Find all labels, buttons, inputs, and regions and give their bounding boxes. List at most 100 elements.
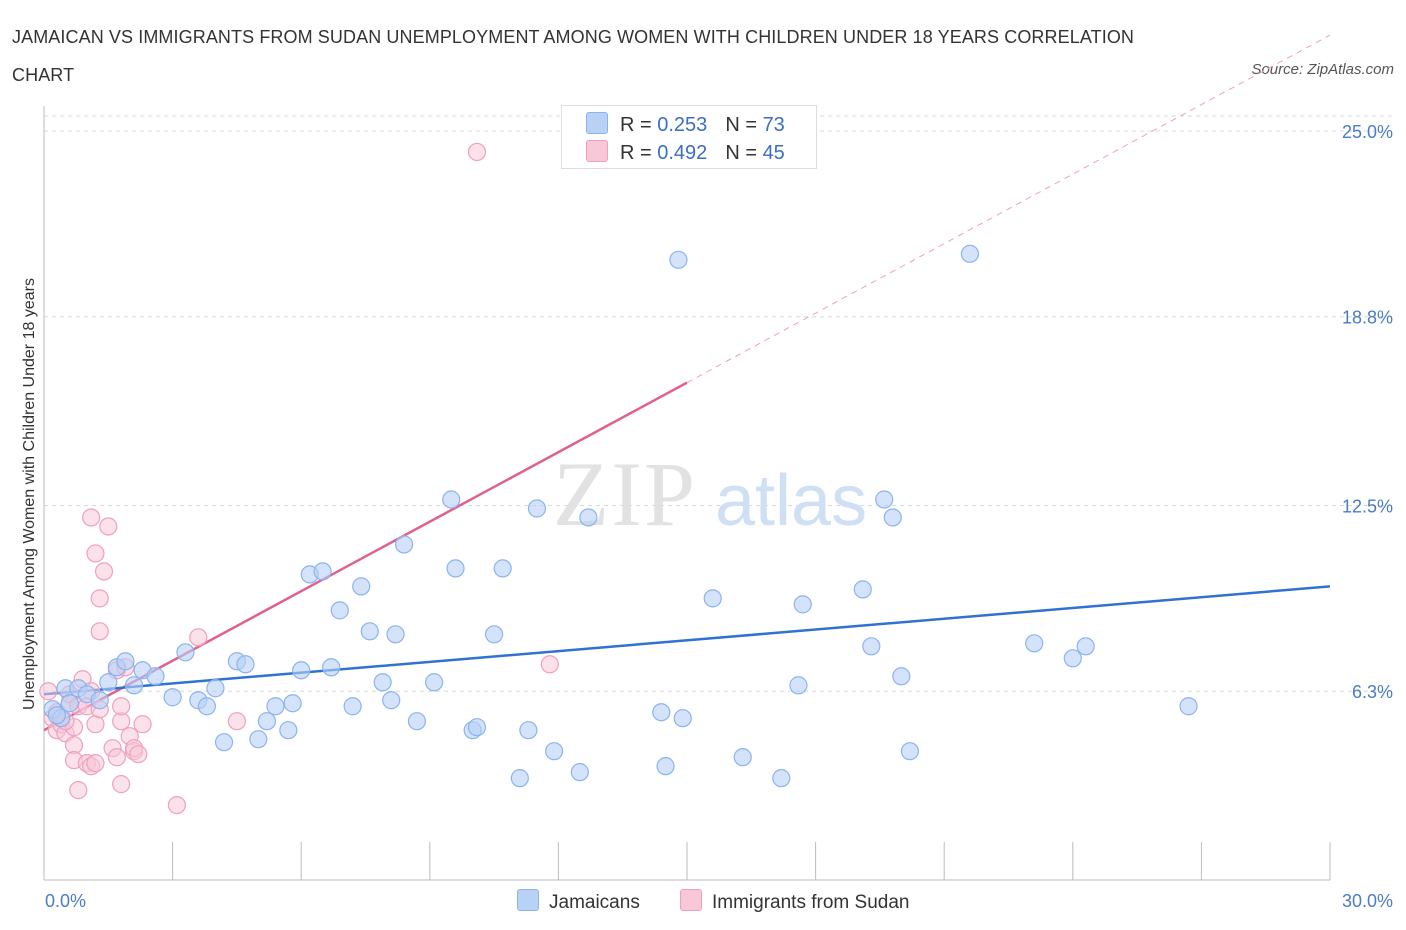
legend-n-value: 45 <box>762 142 785 164</box>
point-jamaicans <box>279 721 298 740</box>
point-sudan <box>99 517 118 536</box>
point-jamaicans <box>669 250 688 269</box>
point-sudan <box>540 655 559 674</box>
point-jamaicans <box>467 718 487 737</box>
y-tick-label: 25.0% <box>1342 122 1393 142</box>
point-sudan <box>86 754 105 773</box>
point-jamaicans <box>197 697 216 716</box>
point-jamaicans <box>236 655 255 674</box>
point-jamaicans <box>330 601 349 620</box>
y-tick-labels: 6.3% 12.5% 18.8% 25.0% <box>1342 122 1393 702</box>
point-jamaicans <box>292 661 311 680</box>
point-jamaicans <box>446 559 465 578</box>
point-sudan <box>86 715 105 734</box>
point-sudan <box>227 712 246 731</box>
point-jamaicans <box>99 673 118 692</box>
point-jamaicans <box>900 742 920 761</box>
legend-label-jamaicans: Jamaicans <box>549 892 640 913</box>
point-sudan <box>129 745 148 764</box>
legend-label-sudan: Immigrants from Sudan <box>712 892 910 913</box>
point-jamaicans <box>789 676 808 695</box>
point-jamaicans <box>394 535 414 554</box>
point-jamaicans <box>249 730 268 749</box>
point-sudan <box>189 628 208 647</box>
point-jamaicans <box>90 691 109 710</box>
point-jamaicans <box>772 769 791 788</box>
point-sudan <box>90 622 109 641</box>
x-tick-label: 30.0% <box>1342 891 1393 911</box>
y-tick-label: 6.3% <box>1352 682 1393 702</box>
source-label: Source: ZipAtlas.com <box>1251 61 1394 78</box>
point-jamaicans <box>266 697 285 716</box>
point-sudan <box>107 748 126 767</box>
point-sudan <box>82 508 101 527</box>
point-jamaicans <box>1025 634 1044 653</box>
point-sudan <box>86 544 105 563</box>
point-jamaicans <box>360 622 379 641</box>
point-sudan <box>39 682 58 701</box>
legend-n-value: 73 <box>762 114 785 136</box>
legend-r-label: R = <box>620 142 652 164</box>
x-tick-labels: 0.0% 30.0% <box>45 891 1393 911</box>
point-jamaicans <box>485 625 504 644</box>
point-jamaicans <box>510 769 529 788</box>
point-jamaicans <box>214 733 234 752</box>
point-jamaicans <box>407 712 427 731</box>
legend-swatch-pink <box>680 889 702 911</box>
point-sudan <box>112 775 131 794</box>
watermark-atlas: atlas <box>715 461 867 541</box>
point-jamaicans <box>1076 637 1095 656</box>
point-jamaicans <box>960 244 980 263</box>
point-jamaicans <box>206 679 225 698</box>
point-jamaicans <box>313 562 332 581</box>
trend-line-sudan-extension <box>686 34 1331 384</box>
watermark-zip: ZIP <box>553 443 697 545</box>
legend-r-value: 0.253 <box>657 114 708 136</box>
point-jamaicans <box>163 688 182 707</box>
point-jamaicans <box>47 706 66 725</box>
point-jamaicans <box>493 559 512 578</box>
point-jamaicans <box>673 709 692 728</box>
legend-swatch-blue <box>517 889 539 911</box>
chart-title: JAMAICAN VS IMMIGRANTS FROM SUDAN UNEMPL… <box>12 27 1135 85</box>
point-jamaicans <box>579 508 598 527</box>
point-jamaicans <box>545 742 564 761</box>
point-sudan <box>167 795 186 815</box>
point-jamaicans <box>60 694 79 713</box>
legend-item-sudan: Immigrants from Sudan <box>680 889 909 914</box>
point-jamaicans <box>257 712 277 731</box>
legend-n-label: N = <box>725 114 757 136</box>
point-jamaicans <box>892 667 911 686</box>
point-jamaicans <box>442 490 461 509</box>
point-jamaicans <box>1063 649 1082 668</box>
axes <box>43 106 1331 881</box>
legend-n-label: N = <box>725 142 757 164</box>
legend-row-jamaicans: R = 0.253 N = 73 <box>586 112 785 136</box>
point-jamaicans <box>283 694 302 713</box>
y-tick-label: 18.8% <box>1342 308 1393 328</box>
legend-item-jamaicans: Jamaicans <box>517 889 640 914</box>
legend-swatch-pink <box>586 140 608 162</box>
point-jamaicans <box>652 703 671 722</box>
x-tick-label: 0.0% <box>45 891 86 911</box>
point-jamaicans <box>386 625 405 644</box>
point-sudan <box>133 715 152 734</box>
legend-series: Jamaicans Immigrants from Sudan <box>0 889 1406 915</box>
point-jamaicans <box>124 676 144 695</box>
point-jamaicans <box>382 691 401 710</box>
legend-row-sudan: R = 0.492 N = 45 <box>586 140 785 164</box>
point-sudan <box>112 697 131 716</box>
legend-stats: R = 0.253 N = 73 R = 0.492 N = 45 <box>561 105 817 169</box>
point-jamaicans <box>875 490 894 509</box>
point-sudan <box>90 589 109 608</box>
point-sudan <box>467 142 487 162</box>
point-jamaicans <box>519 721 538 740</box>
legend-r-label: R = <box>620 114 652 136</box>
y-tick-label: 12.5% <box>1342 496 1393 516</box>
legend-r-value: 0.492 <box>657 142 708 164</box>
point-jamaicans <box>373 673 392 692</box>
point-jamaicans <box>793 595 812 614</box>
point-jamaicans <box>883 508 902 527</box>
data-points <box>39 142 1198 815</box>
grid-lines <box>44 115 1394 692</box>
